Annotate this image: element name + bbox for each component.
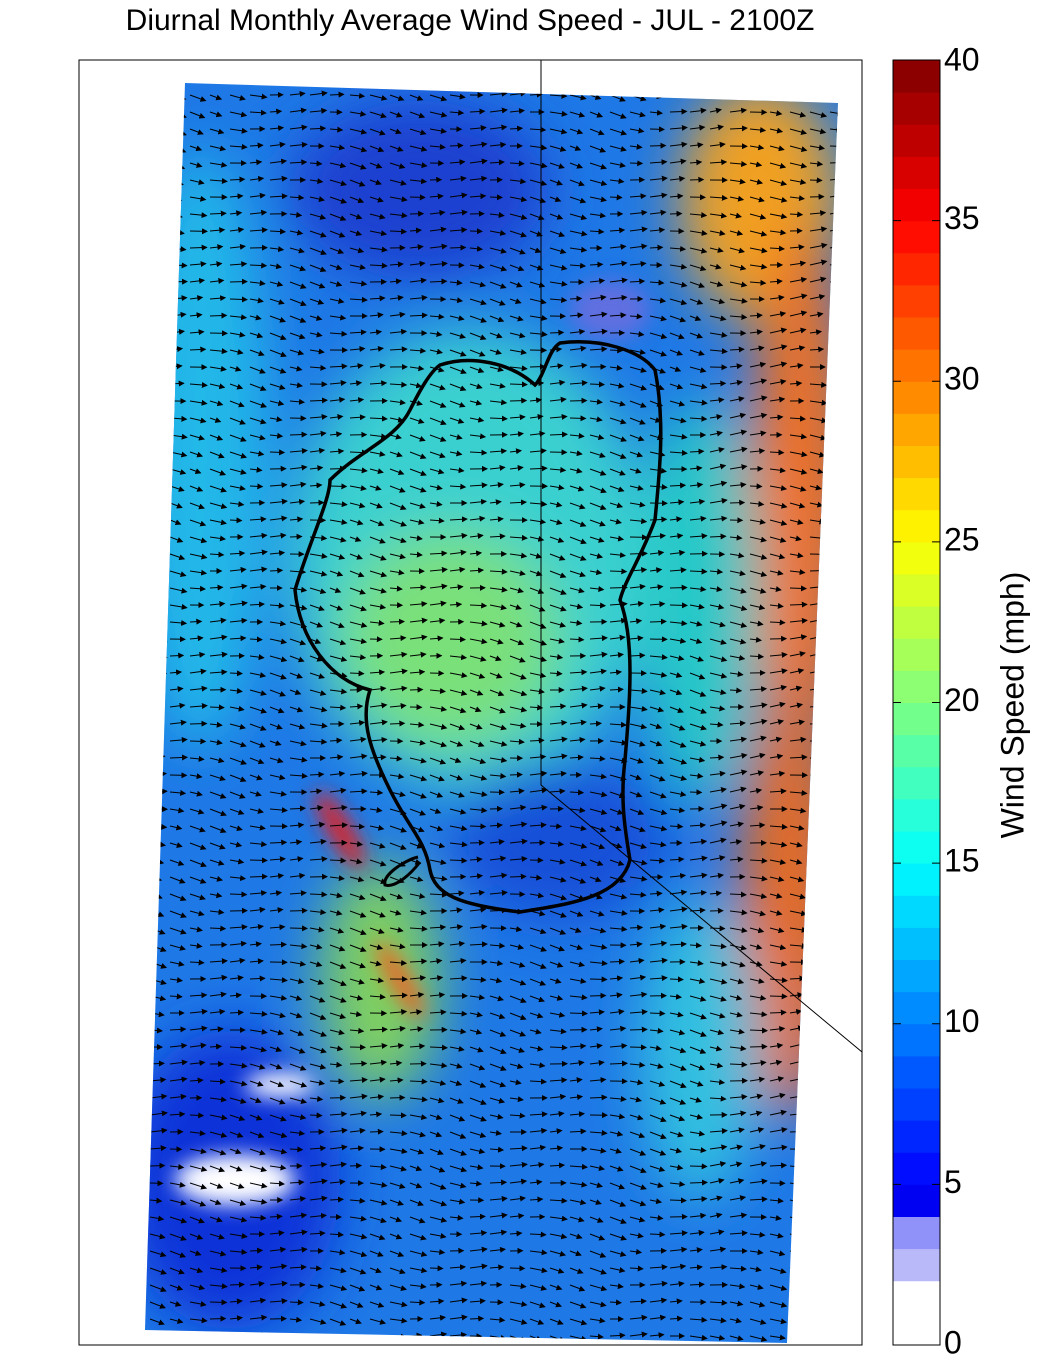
wind-field <box>145 83 838 1343</box>
colorbar-label: Wind Speed (mph) <box>994 572 1030 839</box>
colorbar-tick-label: 35 <box>944 200 980 236</box>
colorbar-tick-label: 15 <box>944 843 980 879</box>
colorbar-tick-label: 10 <box>944 1003 980 1039</box>
colorbar-tick-label: 25 <box>944 521 980 557</box>
lake-inlet <box>383 855 422 887</box>
colorbar-tick-label: 0 <box>944 1324 962 1360</box>
wind-arrows <box>149 90 838 1343</box>
colorbar-tick-label: 5 <box>944 1164 962 1200</box>
lake-outline <box>293 340 663 914</box>
title: Diurnal Monthly Average Wind Speed - JUL… <box>126 4 815 37</box>
colorbar-tick-label: 30 <box>944 361 980 397</box>
colorbar-tick-label: 40 <box>944 41 980 77</box>
colorbar <box>893 60 940 1346</box>
state-border <box>540 60 863 1053</box>
colorbar-tick-label: 20 <box>944 682 980 718</box>
